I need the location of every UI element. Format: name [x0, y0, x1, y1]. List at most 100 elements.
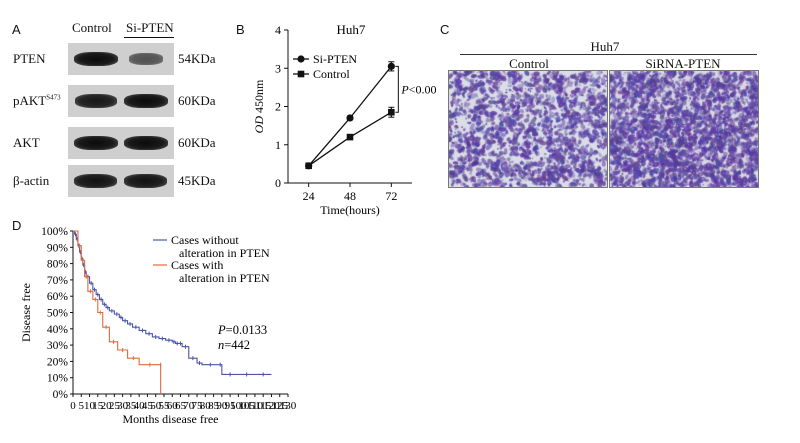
- huh7-cell-line-title: Huh7: [590, 39, 620, 54]
- x-tick-label: 15: [92, 400, 104, 412]
- y-tick-label: 50%: [47, 308, 69, 320]
- x-axis-label: Months disease free: [123, 412, 219, 426]
- y-axis-label: OD 450nm: [252, 79, 266, 133]
- blot-column-si-pten: Si-PTEN: [126, 20, 174, 35]
- y-tick-label: 70%: [47, 275, 69, 287]
- x-tick-label: 120: [263, 400, 280, 412]
- x-tick-label: 30: [117, 400, 129, 412]
- blot-row-label-text: AKT: [13, 135, 40, 150]
- x-tick-label: 100: [230, 400, 247, 412]
- x-tick-label: 35: [125, 400, 137, 412]
- legend-marker-circle: [297, 55, 305, 63]
- legend-label-line1: Cases with: [171, 258, 223, 272]
- x-tick-label: 60: [167, 400, 179, 412]
- micrograph-title-control: Control: [509, 56, 549, 71]
- x-tick-label: 65: [175, 400, 187, 412]
- x-tick-label: 130: [280, 400, 297, 412]
- x-axis-label: Time(hours): [320, 203, 380, 217]
- data-point-square: [346, 133, 354, 141]
- x-tick-label: 20: [101, 400, 113, 412]
- y-tick-label: 2: [275, 100, 281, 114]
- significance-bracket: [395, 65, 399, 113]
- blot-row-label-text: β-actin: [13, 173, 50, 188]
- x-tick-label: 125: [271, 400, 288, 412]
- blot-row-label-sup: S473: [46, 93, 61, 102]
- p-value-rest: =0.0133: [226, 323, 267, 337]
- x-tick-label: 50: [150, 400, 162, 412]
- band-control: [74, 94, 117, 108]
- chart-b-title: Huh7: [337, 22, 366, 37]
- y-tick-label: 60%: [47, 291, 69, 303]
- x-tick-label: 70: [183, 400, 195, 412]
- blot-row-label: pAKTS473: [13, 93, 61, 109]
- x-tick-label: 95: [225, 400, 237, 412]
- legend-label-line2: alteration in PTEN: [179, 246, 270, 260]
- blot-size-label: 60KDa: [178, 135, 216, 150]
- legend-label-line1: Cases without: [171, 233, 239, 247]
- legend-label: Si-PTEN: [313, 52, 357, 66]
- x-tick-label: 75: [192, 400, 204, 412]
- panel-c-letter: C: [440, 22, 450, 37]
- blot-header-underline: [124, 37, 174, 38]
- y-tick-label: 90%: [47, 242, 69, 254]
- x-tick-label: 85: [208, 400, 220, 412]
- y-tick-label: 4: [275, 23, 281, 37]
- data-point-square: [305, 162, 312, 170]
- p-value-italic: P: [400, 82, 409, 96]
- y-axis-label-italic: OD: [252, 116, 266, 134]
- blot-size-label: 60KDa: [178, 93, 216, 108]
- band-si-pten: [124, 136, 168, 150]
- band-si-pten: [124, 174, 168, 188]
- x-tick-label: 105: [238, 400, 255, 412]
- p-value-annotation: P<0.001: [400, 82, 436, 96]
- band-si-pten: [124, 94, 168, 108]
- x-tick-label: 90: [216, 400, 228, 412]
- x-tick-label: 24: [303, 189, 315, 203]
- micrograph-sirna-pten: [609, 70, 759, 188]
- x-tick-label: 72: [385, 189, 397, 203]
- p-value-annotation: P=0.0133: [217, 323, 267, 337]
- legend-label-line2: alteration in PTEN: [179, 271, 270, 285]
- n-rest: =442: [224, 338, 250, 352]
- x-tick-label: 0: [70, 400, 76, 412]
- blot-strip: [68, 43, 174, 75]
- panel-d-letter: D: [12, 218, 22, 233]
- blot-row-label: AKT: [13, 135, 40, 151]
- panel-b-letter: B: [236, 22, 245, 37]
- band-control: [74, 52, 118, 66]
- y-tick-label: 100%: [41, 226, 68, 238]
- micrograph-title-sirna-pten: SiRNA-PTEN: [645, 56, 721, 71]
- x-tick-label: 5: [79, 400, 85, 412]
- x-tick-label: 55: [158, 400, 170, 412]
- blot-strip: [68, 85, 174, 117]
- y-tick-label: 3: [275, 61, 281, 75]
- x-tick-label: 40: [134, 400, 146, 412]
- x-tick-label: 48: [344, 189, 356, 203]
- x-tick-label: 45: [142, 400, 154, 412]
- data-point-circle: [387, 62, 395, 70]
- blot-size-label: 54KDa: [178, 51, 216, 66]
- blot-size-label: 45KDa: [178, 173, 216, 188]
- y-axis-label-rest: 450nm: [252, 79, 266, 116]
- y-tick-label: 20%: [47, 356, 69, 368]
- y-tick-label: 30%: [47, 340, 69, 352]
- band-si-pten: [129, 53, 163, 65]
- data-point-circle: [346, 114, 354, 122]
- huh7-title-rule: [460, 54, 757, 55]
- blot-row-label: PTEN: [13, 51, 46, 67]
- micrograph-control: [448, 70, 608, 188]
- legend-label: Control: [313, 67, 350, 81]
- n-annotation: n=442: [218, 338, 250, 352]
- blot-row-label-text: pAKT: [13, 93, 47, 108]
- y-tick-label: 1: [275, 138, 281, 152]
- x-tick-label: 10: [84, 400, 96, 412]
- y-tick-label: 40%: [47, 324, 69, 336]
- p-value-italic: P: [217, 323, 226, 337]
- band-control: [74, 136, 118, 150]
- x-tick-label: 110: [247, 400, 264, 412]
- blot-row-label-text: PTEN: [13, 51, 46, 66]
- n-italic: n: [218, 338, 224, 352]
- y-tick-label: 80%: [47, 259, 69, 271]
- blot-row-label: β-actin: [13, 173, 49, 189]
- x-tick-label: 25: [109, 400, 121, 412]
